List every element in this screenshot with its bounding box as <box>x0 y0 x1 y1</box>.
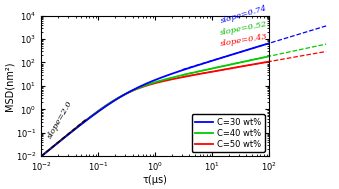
C=30 wt% <box>79 124 83 126</box>
C=50 wt% <box>79 123 83 125</box>
C=50 wt% <box>39 155 43 157</box>
C=30 wt% <box>39 155 43 157</box>
Y-axis label: MSD(nm²): MSD(nm²) <box>4 61 14 111</box>
Text: slope=0.52: slope=0.52 <box>219 20 268 37</box>
C=40 wt% <box>79 123 83 125</box>
Text: slope=0.74: slope=0.74 <box>220 4 268 25</box>
C=50 wt% <box>65 134 69 136</box>
C=40 wt% <box>126 91 131 94</box>
C=30 wt% <box>137 86 141 88</box>
C=50 wt% <box>238 66 242 68</box>
C=40 wt% <box>137 87 141 89</box>
X-axis label: τ(μs): τ(μs) <box>143 175 167 185</box>
C=50 wt% <box>267 60 271 63</box>
Legend: C=30 wt%, C=40 wt%, C=50 wt%: C=30 wt%, C=40 wt%, C=50 wt% <box>192 114 265 152</box>
C=30 wt% <box>263 43 267 46</box>
C=30 wt% <box>126 91 131 93</box>
C=40 wt% <box>238 61 242 64</box>
C=30 wt% <box>267 42 271 44</box>
Text: slope=2.0: slope=2.0 <box>46 99 74 140</box>
C=50 wt% <box>126 91 131 94</box>
Line: C=40 wt%: C=40 wt% <box>41 56 269 156</box>
C=50 wt% <box>137 87 141 89</box>
Text: slope=0.43: slope=0.43 <box>219 33 268 48</box>
C=40 wt% <box>65 134 69 136</box>
C=40 wt% <box>267 55 271 57</box>
C=50 wt% <box>263 61 267 64</box>
Line: C=30 wt%: C=30 wt% <box>41 43 269 156</box>
C=40 wt% <box>263 56 267 58</box>
C=30 wt% <box>238 51 242 53</box>
Line: C=50 wt%: C=50 wt% <box>41 62 269 156</box>
C=30 wt% <box>65 134 69 136</box>
C=40 wt% <box>39 155 43 157</box>
